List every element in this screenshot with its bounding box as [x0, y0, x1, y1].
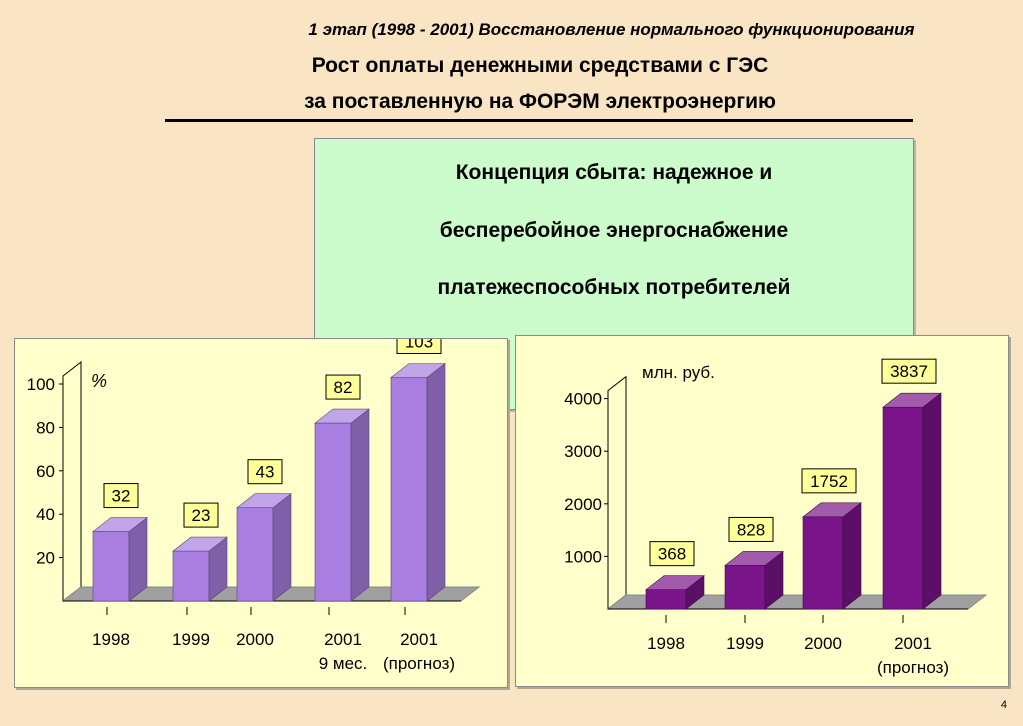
bar-top-face	[645, 575, 705, 590]
bar-top-face	[172, 536, 228, 552]
x-category-label: (прогноз)	[383, 654, 455, 673]
chart-bar	[92, 516, 148, 602]
value-label-box	[801, 468, 857, 494]
bar-top-face	[724, 551, 784, 566]
unit-label: млн. руб.	[642, 363, 715, 382]
chart-bar	[724, 550, 784, 610]
bar-side-face	[128, 516, 148, 602]
concept-line-2: бесперебойное энергоснабжение	[439, 219, 789, 242]
y-axis-wall	[607, 375, 627, 611]
bar-front-face	[724, 565, 766, 610]
value-label-box	[183, 502, 219, 528]
slide-title-line-1: Рост оплаты денежными средствами с ГЭС	[311, 54, 769, 77]
x-category-label: 2001	[324, 630, 362, 649]
bar-front-face	[390, 377, 428, 602]
chart-panel-percent: 20 40 60 80 100% 32 1998 23 1999 43 2000 82 2001 9 ме…	[14, 328, 508, 688]
x-category-label: 2000	[804, 634, 842, 653]
bar-front-face	[645, 589, 687, 610]
x-category-label: 1998	[647, 634, 685, 653]
concept-line-3: платежеспособных потребителей	[437, 276, 791, 299]
y-tick-label: 40	[36, 505, 55, 524]
x-category-label: (прогноз)	[877, 658, 949, 677]
value-label: 3837	[890, 362, 928, 381]
chart-bar	[390, 362, 446, 602]
value-label-box	[881, 358, 937, 384]
chart-panel-rubles: 1000 2000 3000 4000 млн. руб. 368 1998 828 1999 1…	[515, 335, 1009, 687]
value-label-box	[649, 541, 695, 567]
bar-front-face	[802, 516, 844, 610]
value-label: 1752	[810, 472, 848, 491]
x-category-label: 1999	[172, 630, 210, 649]
unit-label: %	[91, 371, 107, 391]
value-label: 103	[405, 339, 433, 351]
bar-top-face	[92, 517, 148, 532]
chart-bar	[236, 493, 292, 602]
y-tick-label: 80	[36, 418, 55, 437]
bar-front-face	[92, 531, 130, 602]
chart-bar	[802, 502, 862, 610]
value-label: 368	[658, 545, 686, 564]
chart-bar	[645, 575, 705, 610]
bar-side-face	[350, 408, 370, 602]
chart-bar	[882, 392, 942, 610]
x-category-label: 1998	[92, 630, 130, 649]
title-underline	[165, 119, 913, 122]
bar-front-face	[172, 550, 210, 602]
bar-top-face	[882, 392, 942, 408]
value-label-box	[247, 459, 283, 485]
value-label-box	[103, 483, 139, 509]
rubles-payment-chart: 1000 2000 3000 4000 млн. руб. 368 1998 828 1999 1…	[564, 358, 988, 677]
bar-top-face	[802, 502, 862, 518]
chart-bar	[314, 408, 370, 602]
percent-growth-chart: 20 40 60 80 100 % 32 1998 23 1999 43 2000 82 2001 9 ме…	[27, 328, 481, 673]
y-axis-wall	[62, 360, 82, 603]
value-label: 828	[737, 520, 765, 539]
bar-side-face	[426, 362, 446, 602]
x-category-label: 2001	[400, 630, 438, 649]
bar-top-face	[314, 408, 370, 424]
y-tick-label: 20	[36, 549, 55, 568]
bar-side-face	[272, 493, 292, 602]
bar-front-face	[314, 422, 352, 602]
value-label: 23	[192, 506, 211, 525]
x-category-label: 2000	[236, 630, 274, 649]
value-label: 82	[334, 378, 353, 397]
value-label-box	[728, 516, 774, 542]
x-category-label: 1999	[726, 634, 764, 653]
value-label-box	[325, 374, 361, 400]
bar-top-face	[390, 363, 446, 378]
value-label: 43	[256, 463, 275, 482]
page-number: 4	[1000, 699, 1007, 711]
value-label: 32	[112, 487, 131, 506]
y-tick-label: 3000	[564, 442, 602, 461]
y-tick-label: 60	[36, 462, 55, 481]
stage-title: 1 этап (1998 - 2001) Восстановление норм…	[308, 20, 915, 39]
slide-title-line-2: за поставленную на ФОРЭМ электроэнергию	[304, 90, 776, 113]
bar-front-face	[236, 507, 274, 602]
bar-side-face	[842, 502, 862, 610]
x-category-label: 9 мес.	[319, 654, 368, 673]
bar-front-face	[882, 406, 924, 610]
y-tick-label: 1000	[564, 547, 602, 566]
bar-side-face	[922, 392, 942, 610]
concept-line-1: Концепция сбыта: надежное и	[455, 161, 773, 184]
x-category-label: 2001	[894, 634, 932, 653]
bar-top-face	[236, 493, 292, 508]
y-tick-label: 2000	[564, 495, 602, 514]
y-tick-label: 4000	[564, 390, 602, 409]
chart-bar	[172, 536, 228, 602]
y-tick-label: 100	[27, 375, 55, 394]
